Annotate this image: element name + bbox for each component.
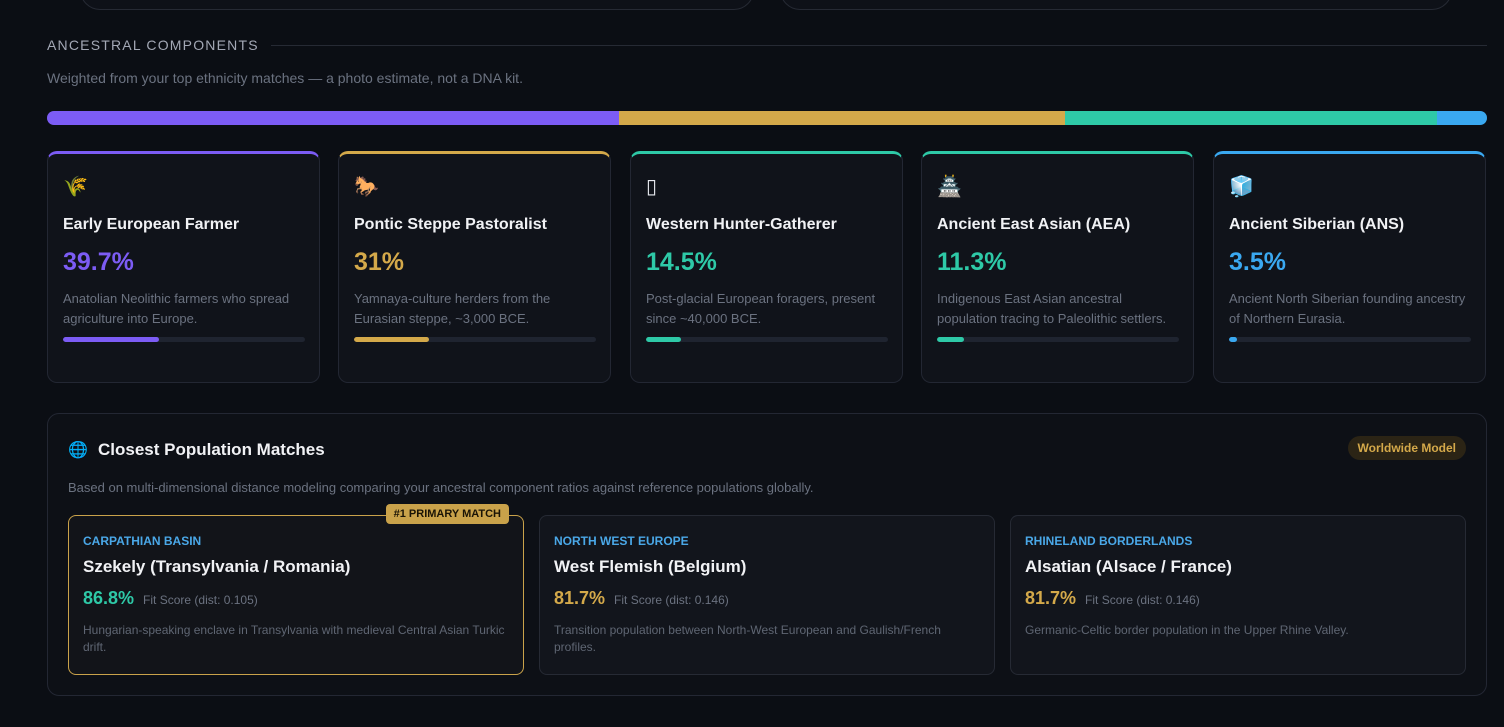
component-name: Ancient Siberian (ANS): [1229, 216, 1405, 233]
component-progress-track: [63, 337, 305, 342]
globe-icon: 🌐: [68, 442, 88, 459]
match-card-tertiary[interactable]: RHINELAND BORDERLANDS Alsatian (Alsace /…: [1010, 515, 1466, 675]
population-subtitle: Based on multi-dimensional distance mode…: [68, 480, 814, 495]
component-progress-track: [646, 337, 888, 342]
match-description: Hungarian-speaking enclave in Transylvan…: [83, 623, 505, 654]
component-percent: 3.5%: [1229, 248, 1286, 276]
match-fit-score: Fit Score (dist: 0.146): [1085, 593, 1200, 607]
component-progress-fill: [63, 337, 160, 342]
stack-segment-aea: [1273, 111, 1437, 125]
component-cards: 🌾 Early European Farmer 39.7% Anatolian …: [47, 151, 1487, 383]
component-progress-fill: [1229, 337, 1238, 342]
wheat-icon: 🌾: [63, 176, 88, 198]
match-region: NORTH WEST EUROPE: [554, 534, 689, 548]
match-fit-score: Fit Score (dist: 0.105): [143, 593, 258, 607]
horse-icon: 🐎: [354, 176, 379, 198]
match-region: RHINELAND BORDERLANDS: [1025, 534, 1193, 548]
match-name: Alsatian (Alsace / France): [1025, 557, 1232, 576]
section-header: ANCESTRAL COMPONENTS: [47, 37, 1487, 53]
component-progress-track: [937, 337, 1179, 342]
missing-glyph-icon: ▯: [646, 176, 658, 198]
component-card-ans[interactable]: 🧊 Ancient Siberian (ANS) 3.5% Ancient No…: [1213, 151, 1486, 383]
component-percent: 39.7%: [63, 248, 134, 276]
component-description: Post-glacial European foragers, present …: [646, 291, 876, 326]
population-title: Closest Population Matches: [98, 440, 325, 459]
population-matches-panel: 🌐 Closest Population Matches Worldwide M…: [47, 413, 1487, 696]
match-description: Transition population between North-West…: [554, 623, 941, 654]
component-name: Western Hunter-Gatherer: [646, 216, 837, 233]
match-description: Germanic-Celtic border population in the…: [1025, 623, 1349, 637]
match-fit-score: Fit Score (dist: 0.146): [614, 593, 729, 607]
component-name: Early European Farmer: [63, 216, 240, 233]
match-score-row: 81.7% Fit Score (dist: 0.146): [1025, 588, 1451, 609]
match-percent: 81.7%: [1025, 588, 1077, 608]
match-score-row: 81.7% Fit Score (dist: 0.146): [554, 588, 980, 609]
stack-segment-whg: [1065, 111, 1274, 125]
section-title: ANCESTRAL COMPONENTS: [47, 37, 259, 53]
castle-icon: 🏯: [937, 176, 962, 198]
component-description: Anatolian Neolithic farmers who spread a…: [63, 291, 290, 326]
component-name: Ancient East Asian (AEA): [937, 216, 1131, 233]
ice-cube-icon: 🧊: [1229, 176, 1254, 198]
previous-card-left: [80, 0, 754, 10]
component-card-aea[interactable]: 🏯 Ancient East Asian (AEA) 11.3% Indigen…: [921, 151, 1194, 383]
match-card-primary[interactable]: #1 PRIMARY MATCH CARPATHIAN BASIN Szekel…: [68, 504, 524, 675]
component-percent: 14.5%: [646, 248, 717, 276]
previous-card-right: [780, 0, 1452, 10]
component-percent: 31%: [354, 248, 405, 276]
match-percent: 86.8%: [83, 588, 135, 608]
match-score-row: 86.8% Fit Score (dist: 0.105): [83, 588, 509, 609]
model-badge: Worldwide Model: [1347, 436, 1466, 460]
component-progress-fill: [937, 337, 965, 342]
component-name: Pontic Steppe Pastoralist: [354, 216, 547, 233]
match-card-secondary[interactable]: NORTH WEST EUROPE West Flemish (Belgium)…: [539, 515, 995, 675]
component-progress-fill: [646, 337, 682, 342]
section-divider: [270, 44, 1487, 46]
component-percent: 11.3%: [937, 248, 1007, 276]
ancestry-stacked-bar: [47, 111, 1487, 125]
component-description: Ancient North Siberian founding ancestry…: [1229, 291, 1466, 326]
component-progress-track: [1229, 337, 1471, 342]
primary-match-ribbon: #1 PRIMARY MATCH: [385, 504, 509, 524]
match-region: CARPATHIAN BASIN: [83, 534, 202, 548]
component-description: Indigenous East Asian ancestral populati…: [937, 291, 1167, 326]
section-subtitle: Weighted from your top ethnicity matches…: [47, 70, 523, 86]
stack-segment-ans: [1436, 111, 1487, 125]
match-name: Szekely (Transylvania / Romania): [83, 557, 351, 576]
component-card-eef[interactable]: 🌾 Early European Farmer 39.7% Anatolian …: [47, 151, 320, 383]
stack-segment-steppe: [618, 111, 1066, 125]
component-card-whg[interactable]: ▯ Western Hunter-Gatherer 14.5% Post-gla…: [630, 151, 903, 383]
stack-segment-eef: [47, 111, 619, 125]
component-progress-fill: [354, 337, 430, 342]
component-description: Yamnaya-culture herders from the Eurasia…: [354, 291, 551, 326]
match-percent: 81.7%: [554, 588, 606, 608]
component-card-steppe[interactable]: 🐎 Pontic Steppe Pastoralist 31% Yamnaya-…: [338, 151, 611, 383]
population-header: 🌐 Closest Population Matches: [68, 440, 325, 460]
component-progress-track: [354, 337, 596, 342]
match-name: West Flemish (Belgium): [554, 557, 747, 576]
